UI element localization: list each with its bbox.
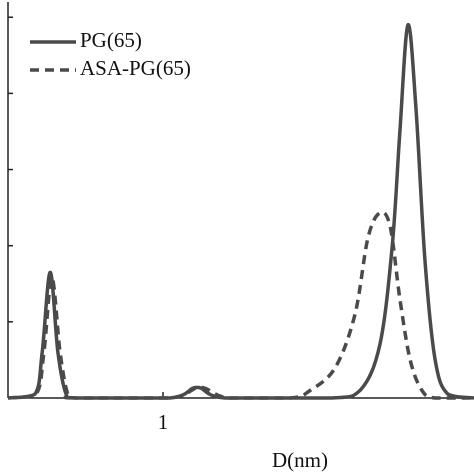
data-line [7,210,474,400]
data-line [7,23,474,400]
x-axis-label: D(nm) [272,448,328,472]
x-tick-label: 1 [158,410,169,434]
legend-label: ASA-PG(65) [80,56,191,80]
legend-label: PG(65) [80,28,142,52]
